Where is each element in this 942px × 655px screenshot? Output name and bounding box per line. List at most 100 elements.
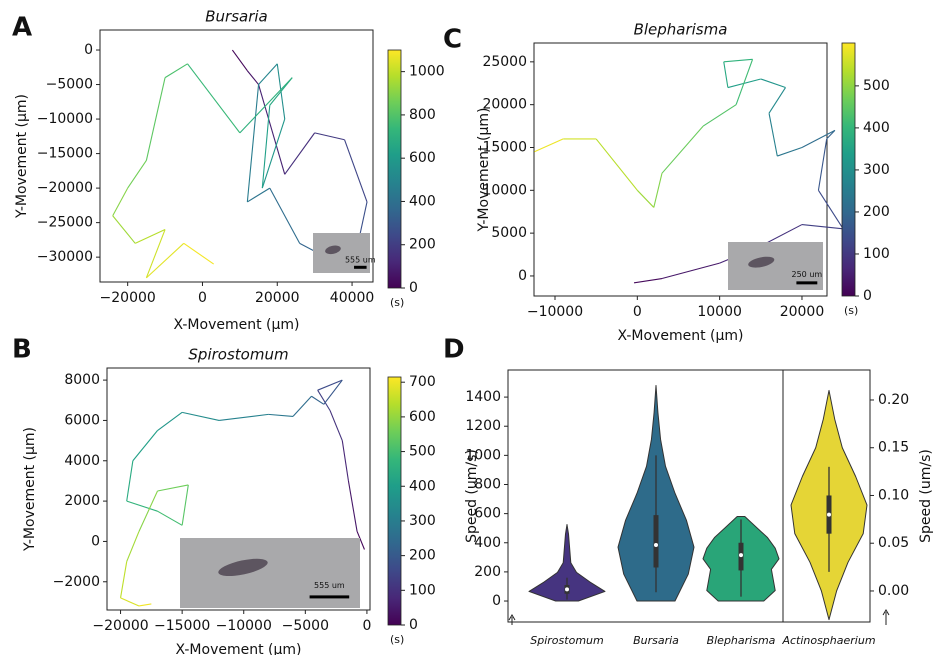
trajectory-segment: [132, 430, 158, 462]
panel-label: B: [12, 335, 32, 365]
y-tick-label: 0: [492, 593, 501, 609]
trajectory-segment: [768, 87, 786, 114]
colorbar: [387, 49, 402, 289]
trajectory-segment: [284, 132, 316, 175]
colorbar-tick-label: 300: [409, 513, 436, 529]
trajectory-segment: [138, 603, 152, 607]
x-tick-label: 20000: [255, 290, 300, 306]
trajectory-segment: [164, 63, 188, 79]
colorbar-tick-label: 400: [863, 120, 890, 136]
trajectory-segment: [127, 160, 147, 189]
colorbar-unit: (s): [844, 304, 858, 317]
y2-tick-label: 0.10: [878, 487, 909, 503]
panel-label: A: [12, 13, 32, 43]
trajectory-segment: [661, 125, 704, 174]
trajectory-segment: [182, 411, 220, 421]
trajectory-segment: [112, 187, 129, 216]
trajectory-segment: [317, 379, 343, 391]
trajectory-segment: [356, 531, 365, 550]
colorbar-tick-label: 0: [409, 617, 418, 633]
trajectory-segment: [636, 189, 655, 208]
y2-tick-label: 0.00: [878, 583, 909, 599]
trajectory-segment: [120, 597, 140, 607]
trajectory-segment: [219, 413, 269, 421]
chart-title: Spirostomum: [188, 346, 288, 364]
median-dot: [827, 512, 831, 517]
inset-cell: [325, 245, 341, 255]
trajectory-segment: [258, 84, 286, 175]
y2-axis-label: Speed (um/s): [918, 449, 934, 543]
x-tick-label: 40000: [330, 290, 375, 306]
trajectory-segment: [126, 531, 140, 562]
axis-arrow: [508, 614, 516, 625]
trajectory-segment: [258, 63, 278, 85]
x-tick-label: −20000: [100, 290, 156, 306]
trajectory-segment: [231, 49, 248, 72]
trajectory-segment: [702, 104, 737, 127]
colorbar-tick-label: 200: [409, 237, 436, 253]
trajectory-segment: [183, 242, 215, 265]
x-axis-label: X-Movement (µm): [175, 642, 301, 655]
trajectory-segment: [801, 129, 836, 148]
trajectory-segment: [246, 70, 259, 85]
trajectory-segment: [768, 113, 778, 157]
colorbar: [387, 376, 402, 626]
trajectory-segment: [187, 63, 241, 134]
x-axis-label: X-Movement (µm): [173, 317, 299, 333]
trajectory-segment: [826, 129, 836, 140]
y-tick-label: −2000: [53, 574, 100, 590]
colorbar-tick-label: 500: [409, 444, 436, 460]
colorbar-tick-label: 600: [409, 409, 436, 425]
colorbar-tick-label: 1000: [409, 64, 445, 80]
trajectory-segment: [246, 84, 260, 202]
trajectory-segment: [329, 410, 343, 441]
y-axis-label: Y-Movement (µm): [22, 427, 38, 552]
trajectory-segment: [317, 389, 331, 411]
trajectory-segment: [344, 139, 368, 203]
x-tick-label: −10000: [527, 304, 583, 320]
trajectory-segment: [323, 379, 343, 405]
plot-frame: [533, 42, 828, 297]
colorbar-tick-label: 600: [409, 150, 436, 166]
y-tick-label: −5000: [46, 77, 93, 93]
plot-frame: [106, 367, 371, 611]
y-tick-label: 15000: [482, 139, 527, 155]
trajectory-segment: [261, 105, 271, 189]
category-label: Bursaria: [633, 634, 679, 647]
trajectory-segment: [341, 440, 349, 482]
y-tick-label: 8000: [64, 372, 100, 388]
x-tick-label: 0: [198, 290, 207, 306]
y2-tick-label: 0.20: [878, 392, 909, 408]
panel-label: D: [443, 335, 465, 365]
trajectory-segment: [268, 413, 294, 417]
y-tick-label: 0: [91, 533, 100, 549]
category-label: Spirostomum: [530, 634, 603, 647]
colorbar-unit: (s): [390, 296, 404, 309]
y-tick-label: 4000: [64, 453, 100, 469]
median-dot: [565, 587, 569, 592]
y-tick-label: 1000: [465, 447, 501, 463]
y-tick-label: −30000: [37, 249, 93, 265]
category-label: Actinosphaerium: [781, 634, 875, 647]
axis-arrow: [882, 609, 890, 625]
trajectory-segment: [112, 215, 136, 244]
trajectory-segment: [653, 173, 663, 208]
trajectory-segment: [157, 411, 183, 431]
median-dot: [739, 553, 743, 558]
colorbar-tick-label: 200: [409, 548, 436, 564]
trajectory-segment: [817, 138, 828, 191]
trajectory-segment: [347, 480, 358, 532]
y-axis-label: Speed (um/s): [464, 449, 480, 543]
trajectory-segment: [126, 500, 158, 512]
y-tick-label: 20000: [482, 97, 527, 113]
median-dot: [654, 542, 658, 547]
trajectory-segment: [181, 484, 189, 526]
y-axis-label: Y-Movement (µm): [476, 107, 492, 232]
trajectory-segment: [247, 187, 271, 203]
y-tick-label: −15000: [37, 146, 93, 162]
x-tick-label: −15000: [154, 618, 210, 634]
y-tick-label: 0: [84, 42, 93, 58]
trajectory-segment: [292, 395, 312, 417]
y-tick-label: 5000: [491, 225, 527, 241]
colorbar-tick-label: 0: [863, 288, 872, 304]
